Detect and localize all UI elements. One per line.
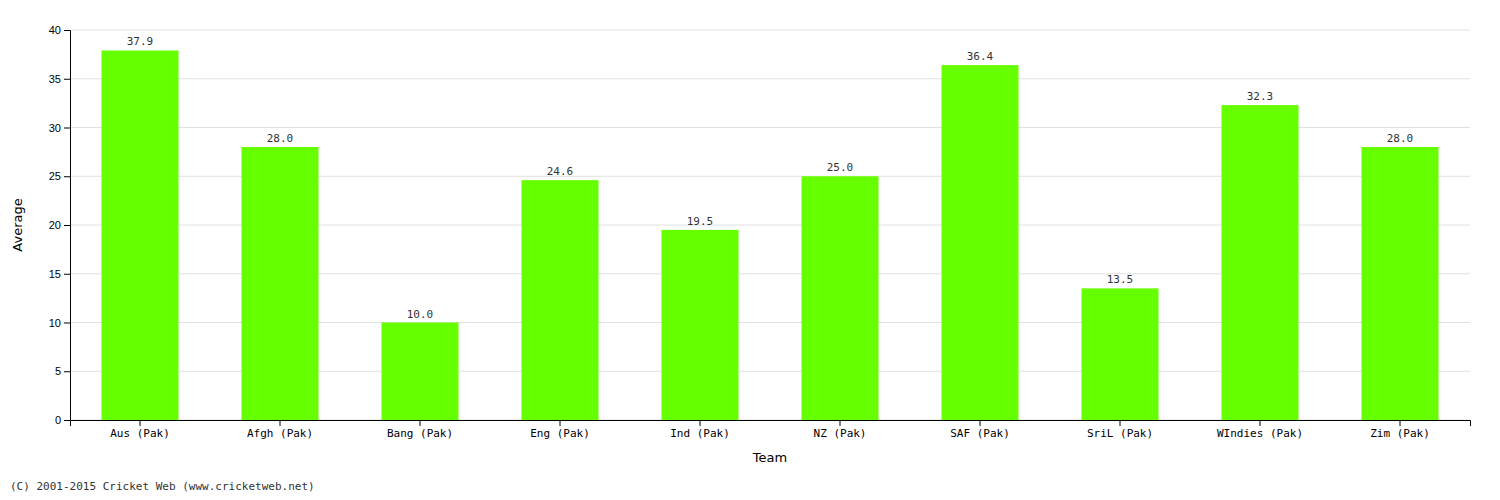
y-axis-title: Average — [10, 198, 25, 251]
grid — [70, 30, 1470, 420]
data-label: 37.9 — [127, 35, 154, 48]
y-tick-label: 30 — [49, 122, 61, 134]
y-tick-mark — [64, 274, 70, 275]
x-tick: Eng (Pak) — [530, 420, 590, 440]
y-tick: 25 — [49, 170, 70, 182]
data-label: 36.4 — [967, 50, 994, 63]
plot: 37.9 28.0 10.0 24.6 19.5 25.0 36.4 13.5 32.3 28.0… — [49, 24, 1471, 440]
data-label: 28.0 — [1387, 132, 1414, 145]
x-tick: Afgh (Pak) — [247, 420, 313, 440]
y-tick-mark — [64, 420, 70, 421]
x-axis-title: Team — [752, 450, 787, 465]
x-tick-label: Zim (Pak) — [1370, 427, 1430, 440]
y-tick-mark — [64, 176, 70, 177]
data-labels: 37.9 28.0 10.0 24.6 19.5 25.0 36.4 13.5 32.3 28.0 — [127, 35, 1414, 320]
chart: 37.9 28.0 10.0 24.6 19.5 25.0 36.4 13.5 32.3 28.0… — [0, 0, 1500, 500]
x-tick: WIndies (Pak) — [1217, 420, 1303, 440]
y-tick-mark — [64, 225, 70, 226]
y-tick-label: 40 — [49, 24, 61, 36]
y-tick: 20 — [49, 219, 70, 231]
x-tick-label: Bang (Pak) — [387, 427, 453, 440]
x-tick-label: Aus (Pak) — [110, 427, 170, 440]
x-tick-label: WIndies (Pak) — [1217, 427, 1303, 440]
y-tick-label: 25 — [49, 170, 61, 182]
y-tick: 10 — [49, 317, 70, 329]
x-tick-mark — [980, 420, 981, 426]
y-tick-mark — [64, 128, 70, 129]
bar — [1362, 147, 1439, 420]
bar — [1222, 105, 1299, 420]
x-tick: Bang (Pak) — [387, 420, 453, 440]
x-tick-mark — [560, 420, 561, 426]
x-tick: SriL (Pak) — [1087, 420, 1153, 440]
data-label: 10.0 — [407, 308, 434, 321]
data-label: 24.6 — [547, 165, 574, 178]
x-tick-mark — [280, 420, 281, 426]
y-tick-mark — [64, 323, 70, 324]
y-axis: 0 5 10 15 20 25 30 35 40 — [49, 24, 71, 426]
grid-line — [70, 78, 1470, 79]
y-tick-label: 10 — [49, 317, 61, 329]
bar — [802, 176, 879, 420]
y-tick-label: 0 — [55, 414, 61, 426]
y-tick-label: 20 — [49, 219, 61, 231]
bar — [242, 147, 319, 420]
x-tick: Aus (Pak) — [110, 420, 170, 440]
data-label: 19.5 — [687, 215, 714, 228]
y-tick: 15 — [49, 268, 70, 280]
x-tick-mark — [1260, 420, 1261, 426]
bar — [382, 323, 459, 421]
bar — [942, 65, 1019, 420]
x-tick-mark — [700, 420, 701, 426]
x-tick: SAF (Pak) — [950, 420, 1010, 440]
bar — [1082, 288, 1159, 420]
bar — [522, 180, 599, 420]
y-tick-label: 35 — [49, 73, 61, 85]
x-tick: Zim (Pak) — [1370, 420, 1430, 440]
x-tick-label: SriL (Pak) — [1087, 427, 1153, 440]
y-tick: 35 — [49, 73, 70, 85]
y-tick: 5 — [55, 365, 70, 377]
y-tick-mark — [64, 371, 70, 372]
x-tick-mark — [420, 420, 421, 426]
data-label: 28.0 — [267, 132, 294, 145]
x-tick-label: Afgh (Pak) — [247, 427, 313, 440]
x-axis-line — [71, 421, 1471, 427]
x-tick: Ind (Pak) — [670, 420, 730, 440]
y-tick-label: 5 — [55, 365, 61, 377]
x-axis: Aus (Pak) Afgh (Pak) Bang (Pak) Eng (Pak) In… — [71, 420, 1471, 440]
y-tick-label: 15 — [49, 268, 61, 280]
y-tick: 0 — [55, 414, 70, 426]
x-tick-label: Ind (Pak) — [670, 427, 730, 440]
bar — [102, 50, 179, 420]
x-tick-mark — [1120, 420, 1121, 426]
y-tick-mark — [64, 30, 70, 31]
x-tick-mark — [840, 420, 841, 426]
x-tick-label: Eng (Pak) — [530, 427, 590, 440]
data-label: 25.0 — [827, 161, 854, 174]
y-axis-line — [64, 31, 71, 421]
data-label: 32.3 — [1247, 90, 1274, 103]
data-label: 13.5 — [1107, 273, 1134, 286]
x-tick: NZ (Pak) — [814, 420, 867, 440]
bar — [662, 230, 739, 420]
x-tick-mark — [140, 420, 141, 426]
x-tick-label: NZ (Pak) — [814, 427, 867, 440]
grid-line — [70, 30, 1470, 31]
y-tick: 30 — [49, 122, 70, 134]
x-tick-label: SAF (Pak) — [950, 427, 1010, 440]
bars — [102, 50, 1439, 420]
x-tick-mark — [1400, 420, 1401, 426]
y-tick: 40 — [49, 24, 70, 36]
y-tick-mark — [64, 79, 70, 80]
footer: (C) 2001-2015 Cricket Web (www.cricketwe… — [10, 480, 315, 493]
